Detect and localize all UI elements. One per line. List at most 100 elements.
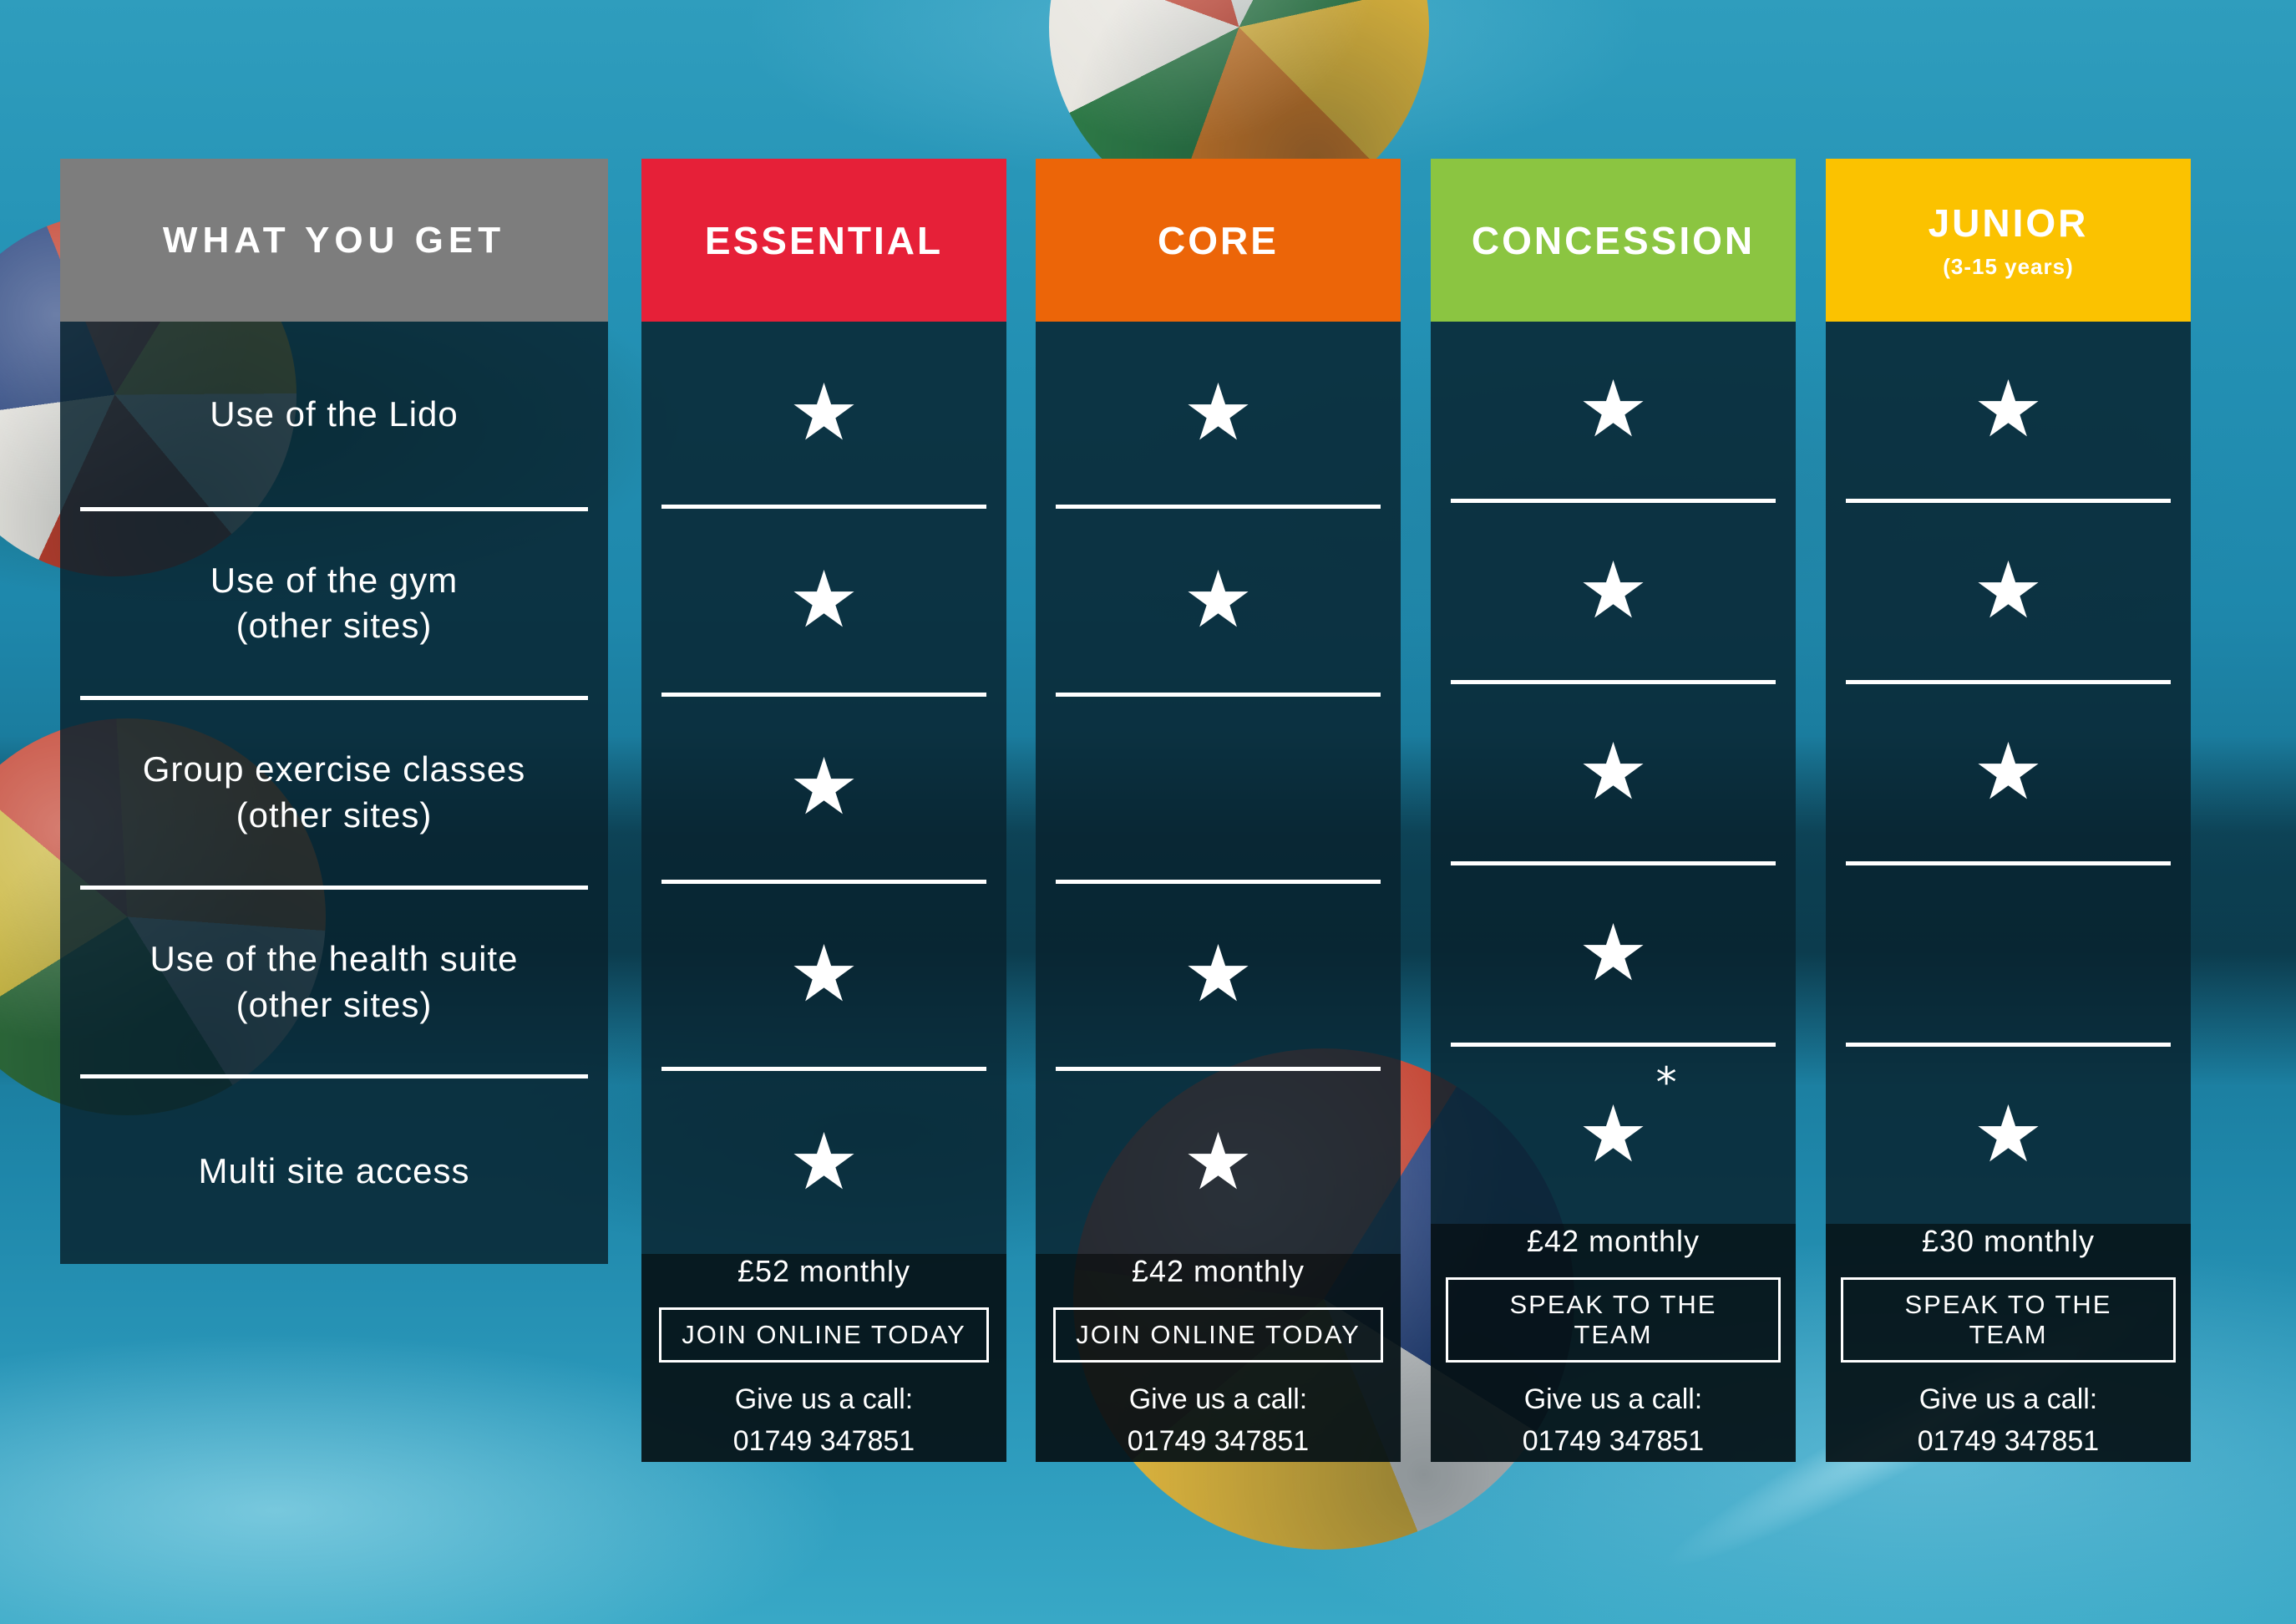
feature-label: Multi site access (198, 1150, 470, 1190)
phone-number: 01749 347851 (1127, 1424, 1310, 1457)
feature-sublabel: (other sites) (236, 794, 433, 835)
row-divider (1056, 692, 1381, 697)
availability-cell: ★ (1826, 503, 2191, 680)
star-wrap: ★ (1973, 552, 2043, 631)
star-wrap: ★ (788, 373, 859, 453)
star-icon: ★ (1183, 367, 1254, 459)
availability-cell: ★ (1036, 884, 1401, 1067)
row-divider (80, 506, 588, 511)
plan-footer: £30 monthly SPEAK TO THE TEAM Give us a … (1826, 1224, 2191, 1462)
plan-body: ★ ★ ★ ★ ★ * (1431, 322, 1796, 1225)
price-label: £42 monthly (1131, 1254, 1305, 1289)
availability-cell: ★ (1826, 1047, 2191, 1224)
row-divider (1451, 680, 1776, 685)
star-icon: ★ (1578, 908, 1649, 1000)
feature-row-lido: Use of the Lido (60, 322, 608, 507)
star-icon: ★ (1578, 546, 1649, 637)
row-divider (1846, 1043, 2171, 1048)
feature-row-gym: Use of the gym (other sites) (60, 511, 608, 697)
call-label: Give us a call: (1918, 1383, 2098, 1416)
feature-label: Use of the gym (210, 560, 459, 600)
availability-cell: ★ (1036, 509, 1401, 692)
row-divider (661, 505, 986, 510)
price-label: £30 monthly (1921, 1224, 2096, 1259)
row-divider (661, 1067, 986, 1072)
plan-header-junior: JUNIOR (3-15 years) (1826, 159, 2191, 322)
plan-column-concession: CONCESSION ★ ★ ★ ★ ★ * £42 mon (1431, 159, 1796, 1462)
price-label: £42 monthly (1526, 1224, 1700, 1259)
availability-cell: ★ * (1431, 1047, 1796, 1224)
row-divider (661, 879, 986, 884)
availability-cell: ★ (641, 1071, 1006, 1254)
row-divider (1056, 1067, 1381, 1072)
star-wrap: ★ (788, 561, 859, 640)
feature-row-classes: Group exercise classes (other sites) (60, 700, 608, 886)
star-icon: ★ (1183, 554, 1254, 646)
star-wrap: ★ (788, 1123, 859, 1202)
availability-cell: ★ (641, 697, 1006, 880)
row-divider (80, 696, 588, 701)
star-icon: ★ (1973, 364, 2044, 456)
phone-number: 01749 347851 (1522, 1424, 1705, 1457)
availability-cell: ★ (1431, 865, 1796, 1043)
plan-name: CORE (1158, 218, 1279, 262)
star-wrap: ★ (1578, 371, 1648, 449)
feature-row-health-suite: Use of the health suite (other sites) (60, 890, 608, 1075)
plan-column-essential: ESSENTIAL ★ ★ ★ ★ ★ £52 month (641, 159, 1006, 1462)
plan-footer: £52 monthly JOIN ONLINE TODAY Give us a … (641, 1254, 1006, 1462)
star-icon: ★ (1183, 1116, 1254, 1208)
plan-body: ★ ★ ★ ★ (1036, 322, 1401, 1255)
availability-cell: ★ (1826, 684, 2191, 861)
star-wrap: ★ (1183, 1123, 1253, 1202)
row-divider (80, 885, 588, 890)
star-wrap: ★ (1183, 936, 1253, 1014)
call-label: Give us a call: (734, 1383, 914, 1416)
plan-column-junior: JUNIOR (3-15 years) ★ ★ ★ ★ £ (1826, 159, 2191, 1462)
row-divider (661, 692, 986, 697)
join-online-button[interactable]: JOIN ONLINE TODAY (659, 1307, 989, 1363)
availability-cell: ★ (1036, 1071, 1401, 1254)
row-divider (1451, 499, 1776, 504)
star-wrap: ★ * (1578, 1058, 1677, 1181)
row-divider (1451, 1043, 1776, 1048)
plan-footer: £42 monthly SPEAK TO THE TEAM Give us a … (1431, 1224, 1796, 1462)
feature-sublabel: (other sites) (236, 606, 433, 646)
plan-column-core: CORE ★ ★ ★ ★ £42 monthly (1036, 159, 1401, 1462)
star-icon: ★ (788, 1116, 859, 1208)
phone-number: 01749 347851 (1917, 1424, 2100, 1457)
price-label: £52 monthly (737, 1254, 911, 1289)
star-wrap: ★ (788, 749, 859, 827)
plan-name: ESSENTIAL (704, 218, 944, 262)
plan-body: ★ ★ ★ ★ (1826, 322, 2191, 1225)
plan-header-core: CORE (1036, 159, 1401, 322)
phone-number: 01749 347851 (732, 1424, 915, 1457)
join-online-button[interactable]: JOIN ONLINE TODAY (1053, 1307, 1383, 1363)
availability-cell: ★ (1431, 322, 1796, 499)
availability-cell: ★ (641, 884, 1006, 1067)
star-wrap: ★ (1973, 733, 2043, 812)
row-divider (1846, 861, 2171, 866)
star-wrap: ★ (1578, 733, 1648, 812)
call-prompt: Give us a call: 01749 347851 (1918, 1379, 2099, 1462)
availability-cell: ★ (1431, 684, 1796, 861)
feature-row-multi-site: Multi site access (60, 1078, 608, 1264)
star-wrap: ★ (1973, 1096, 2043, 1175)
availability-cell: ★ (1431, 503, 1796, 680)
availability-cell: ★ (641, 322, 1006, 505)
feature-label: Group exercise classes (142, 749, 526, 789)
call-label: Give us a call: (1523, 1383, 1703, 1416)
star-icon: ★ (1578, 364, 1649, 456)
availability-cell: ★ (1826, 322, 2191, 499)
call-prompt: Give us a call: 01749 347851 (1523, 1379, 1704, 1462)
star-icon: ★ (788, 929, 859, 1021)
plan-name: CONCESSION (1471, 218, 1756, 262)
row-divider (1056, 505, 1381, 510)
star-icon: ★ (1578, 727, 1649, 819)
speak-to-team-button[interactable]: SPEAK TO THE TEAM (1446, 1277, 1781, 1363)
availability-cell: ★ (641, 509, 1006, 692)
star-wrap: ★ (788, 936, 859, 1014)
star-wrap: ★ (1578, 915, 1648, 993)
row-divider (80, 1074, 588, 1079)
plan-header-concession: CONCESSION (1431, 159, 1796, 322)
speak-to-team-button[interactable]: SPEAK TO THE TEAM (1841, 1277, 2176, 1363)
